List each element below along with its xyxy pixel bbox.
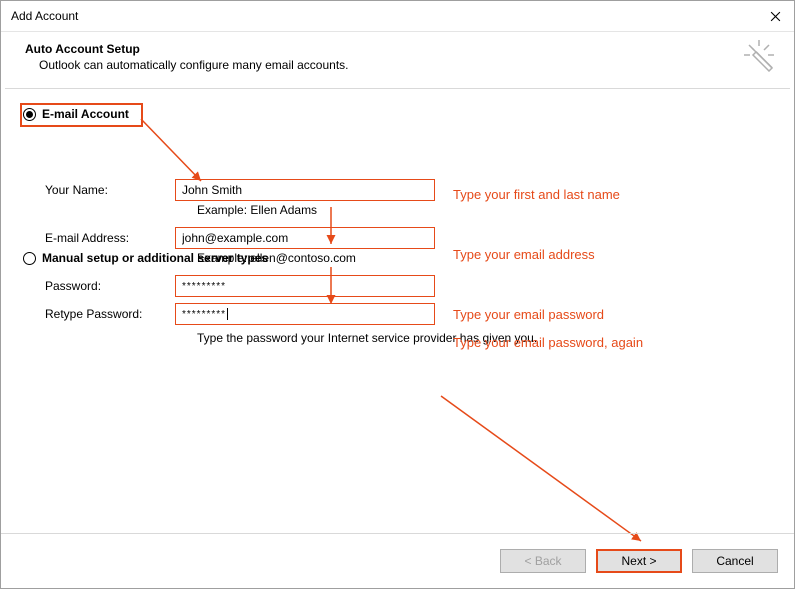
password-mask: ********* bbox=[182, 281, 226, 292]
email-account-radio[interactable] bbox=[23, 108, 36, 121]
window-title: Add Account bbox=[11, 9, 762, 23]
header-heading: Auto Account Setup bbox=[25, 42, 774, 56]
retype-row: Retype Password: ********* bbox=[45, 303, 772, 325]
annotation-password: Type your email password bbox=[453, 307, 604, 322]
retype-input[interactable]: ********* bbox=[175, 303, 435, 325]
name-example: Example: Ellen Adams bbox=[197, 203, 772, 217]
wand-icon bbox=[742, 38, 776, 72]
email-account-radio-label: E-mail Account bbox=[42, 107, 129, 121]
password-label: Password: bbox=[45, 279, 175, 293]
wizard-body: E-mail Account Your Name: Example: Ellen… bbox=[1, 89, 794, 345]
password-input[interactable]: ********* bbox=[175, 275, 435, 297]
annotation-email: Type your email address bbox=[453, 247, 595, 262]
manual-setup-radio[interactable] bbox=[23, 252, 36, 265]
email-label: E-mail Address: bbox=[45, 231, 175, 245]
header-subtext: Outlook can automatically configure many… bbox=[39, 58, 774, 72]
annotation-retype: Type your email password, again bbox=[453, 335, 643, 350]
titlebar: Add Account bbox=[1, 1, 794, 32]
name-label: Your Name: bbox=[45, 183, 175, 197]
name-input[interactable] bbox=[175, 179, 435, 201]
add-account-window: Add Account Auto Account Setup Outlook c… bbox=[0, 0, 795, 589]
wizard-header: Auto Account Setup Outlook can automatic… bbox=[1, 32, 794, 88]
email-input[interactable] bbox=[175, 227, 435, 249]
next-button[interactable]: Next > bbox=[596, 549, 682, 573]
password-row: Password: ********* bbox=[45, 275, 772, 297]
retype-mask: ********* bbox=[182, 309, 226, 320]
email-account-radio-row[interactable]: E-mail Account bbox=[23, 107, 772, 121]
close-icon bbox=[770, 11, 781, 22]
cancel-button[interactable]: Cancel bbox=[692, 549, 778, 573]
manual-setup-radio-label: Manual setup or additional server types bbox=[42, 251, 268, 265]
manual-setup-radio-row[interactable]: Manual setup or additional server types bbox=[23, 251, 268, 265]
close-button[interactable] bbox=[762, 1, 788, 31]
wizard-footer: < Back Next > Cancel bbox=[1, 533, 794, 588]
name-row: Your Name: bbox=[45, 179, 772, 201]
email-row: E-mail Address: bbox=[45, 227, 772, 249]
annotation-name: Type your first and last name bbox=[453, 187, 620, 202]
back-button: < Back bbox=[500, 549, 586, 573]
retype-label: Retype Password: bbox=[45, 307, 175, 321]
text-cursor bbox=[227, 308, 228, 320]
